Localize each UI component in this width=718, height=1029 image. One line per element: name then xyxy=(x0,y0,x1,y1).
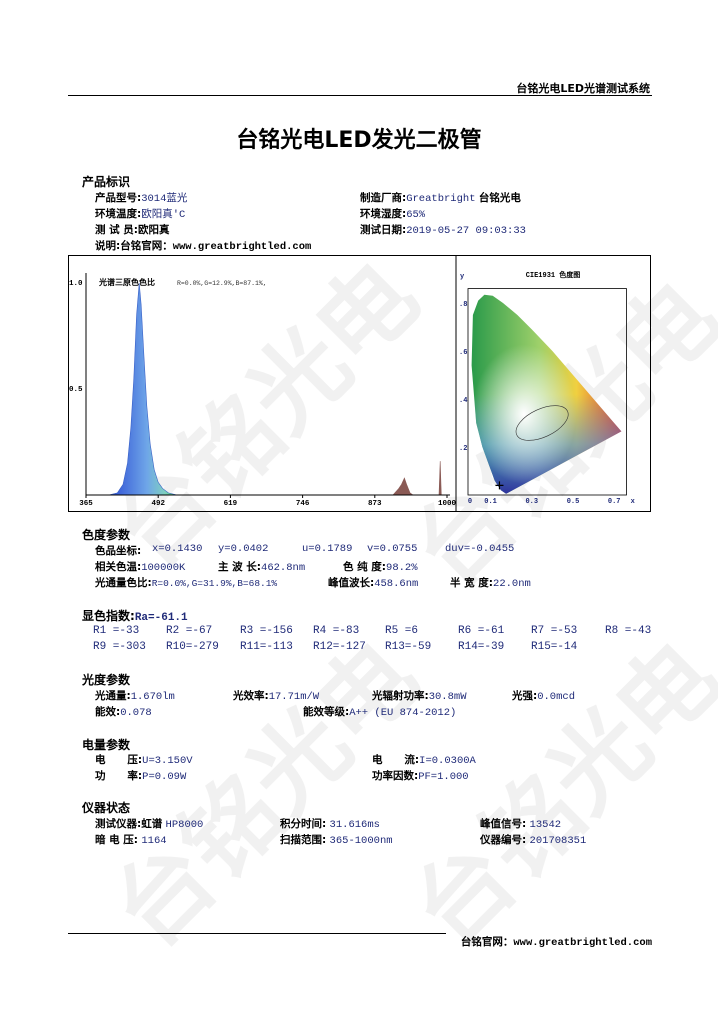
cri-value: R2 =-67 xyxy=(166,625,213,637)
x-tick-label: 0 xyxy=(468,498,472,506)
integration-time-field: 积分时间: 31.616ms xyxy=(280,818,380,831)
y-tick-label: 0.5 xyxy=(69,386,83,394)
x-axis-label: x xyxy=(631,498,636,506)
footer-site: 台铭官网：www.greatbrightled.com xyxy=(460,936,652,949)
header-rule xyxy=(68,95,652,96)
cri-value: R1 =-33 xyxy=(93,625,140,637)
instrument-field: 测试仪器:虹谱 HP8000 xyxy=(95,818,204,831)
x-tick-label: 619 xyxy=(224,500,238,508)
cri-value: R14=-39 xyxy=(458,641,505,653)
cri-value: R7 =-53 xyxy=(531,625,578,637)
system-name: 台铭光电LED光谱测试系统 xyxy=(516,82,650,95)
efficacy-field: 光效率:17.71m/W xyxy=(233,690,320,703)
serial-number-field: 仪器编号: 201708351 xyxy=(480,834,587,847)
humidity-field: 环境湿度:65% xyxy=(360,208,426,221)
cri-value: R12=-127 xyxy=(313,641,366,653)
half-width-field: 半 宽 度:22.0nm xyxy=(450,577,531,590)
cri-value: R15=-14 xyxy=(531,641,578,653)
voltage-field: 电 压:U=3.150V xyxy=(95,754,193,767)
x-tick-label: 873 xyxy=(368,500,382,508)
section-product: 产品标识 xyxy=(82,175,131,189)
footer-rule xyxy=(68,933,446,934)
coord-field: 色品坐标: xyxy=(95,545,142,557)
spectrum-rgb-ratio: R=0.0%,G=12.9%,B=87.1%, xyxy=(177,280,267,287)
spectrum-series xyxy=(438,461,442,496)
cct-field: 相关色温:100000K xyxy=(95,561,186,574)
dark-voltage-field: 暗 电 压: 1164 xyxy=(95,834,167,847)
dominant-wavelength-field: 主 波 长:462.8nm xyxy=(218,561,306,574)
footer-url-link[interactable]: www.greatbrightled.com xyxy=(513,937,652,949)
y-tick-label: .4 xyxy=(459,397,467,405)
current-field: 电 流:I=0.0300A xyxy=(372,754,476,767)
x-tick-label: 492 xyxy=(151,500,165,508)
u-value: u=0.1789 xyxy=(302,543,353,555)
y-tick-label: .8 xyxy=(459,301,467,309)
spectrum-title: 光谱三原色色比 xyxy=(98,277,155,288)
cie-frame xyxy=(467,288,627,496)
v-value: v=0.0755 xyxy=(367,543,418,555)
flux-ratio-field: 光通量色比:R=0.0%,G=31.9%,B=68.1% xyxy=(95,577,278,589)
radiant-power-field: 光辐射功率:30.8mW xyxy=(372,690,467,703)
date-field: 测试日期:2019-05-27 09:03:33 xyxy=(360,224,526,237)
x-tick-label: 0.7 xyxy=(608,498,621,506)
y-tick-label: .6 xyxy=(459,349,467,357)
chromaticity-point-marker xyxy=(495,481,504,490)
cri-value: R11=-113 xyxy=(240,641,293,653)
x-tick-label: 1000 xyxy=(438,500,457,508)
x-tick-label: 0.3 xyxy=(525,498,538,506)
section-chroma: 色度参数 xyxy=(82,528,131,542)
x-tick-label: 365 xyxy=(79,500,93,508)
energy-efficiency-field: 能效:0.078 xyxy=(95,706,152,719)
section-electrical: 电量参数 xyxy=(82,738,131,752)
note-field: 说明:台铭官网：www.greatbrightled.com xyxy=(95,240,312,253)
intensity-field: 光强:0.0mcd xyxy=(512,690,576,703)
section-instrument: 仪器状态 xyxy=(82,801,131,815)
y-tick-label: 1.0 xyxy=(69,280,83,288)
spectrum-series xyxy=(392,477,414,496)
section-cri: 显色指数:Ra=-61.1 xyxy=(82,609,188,624)
purity-field: 色 纯 度:98.2% xyxy=(343,561,418,574)
cri-value: R10=-279 xyxy=(166,641,219,653)
planckian-region xyxy=(515,405,569,441)
x-tick-label: 0.5 xyxy=(567,498,580,506)
y-value: y=0.0402 xyxy=(218,543,269,555)
x-tick-label: 0.1 xyxy=(484,498,497,506)
cie-chart: 0 0.1 0.3 0.5 0.7 .2 .4 .6 .8 x y CIE1931 色度图 xyxy=(459,270,636,506)
power-field: 功 率:P=0.09W xyxy=(95,770,187,783)
cie-title: CIE1931 色度图 xyxy=(526,270,581,280)
cie-gamut-white xyxy=(471,294,622,494)
maker-field: 制造厂商:Greatbright 台铭光电 xyxy=(360,192,521,205)
scan-range-field: 扫描范围: 365-1000nm xyxy=(280,834,393,847)
peak-wavelength-field: 峰值波长:458.6nm xyxy=(328,577,419,590)
x-value: x=0.1430 xyxy=(152,543,203,555)
chart-panel xyxy=(68,255,651,512)
temp-field: 环境温度:欧阳真'C xyxy=(95,208,186,221)
section-photometric: 光度参数 xyxy=(82,673,131,687)
peak-signal-field: 峰值信号: 13542 xyxy=(480,818,562,831)
cri-value: R5 =6 xyxy=(385,625,419,637)
cri-value: R6 =-61 xyxy=(458,625,505,637)
cri-value: R4 =-83 xyxy=(313,625,360,637)
flux-field: 光通量:1.670lm xyxy=(95,690,175,703)
energy-grade-field: 能效等级:A++ (EU 874-2012) xyxy=(303,706,457,719)
cri-value: R13=-59 xyxy=(385,641,432,653)
x-tick-label: 746 xyxy=(296,500,310,508)
power-factor-field: 功率因数:PF=1.000 xyxy=(372,770,469,783)
tester-field: 测 试 员:欧阳真 xyxy=(95,224,170,236)
spectrum-series xyxy=(108,282,178,496)
page-title: 台铭光电LED发光二极管 xyxy=(236,128,482,153)
duv-value: duv=-0.0455 xyxy=(445,543,515,555)
cri-value: R9 =-303 xyxy=(93,641,146,653)
model-field: 产品型号:3014蓝光 xyxy=(95,192,188,205)
spectrum-chart: 365 492 619 746 873 1000 0.5 1.0 光谱三原色色比 R=0.0%,G… xyxy=(69,273,456,508)
y-tick-label: .2 xyxy=(459,445,467,453)
y-axis-label: y xyxy=(460,273,465,281)
cri-value: R3 =-156 xyxy=(240,625,293,637)
cri-value: R8 =-43 xyxy=(605,625,652,637)
